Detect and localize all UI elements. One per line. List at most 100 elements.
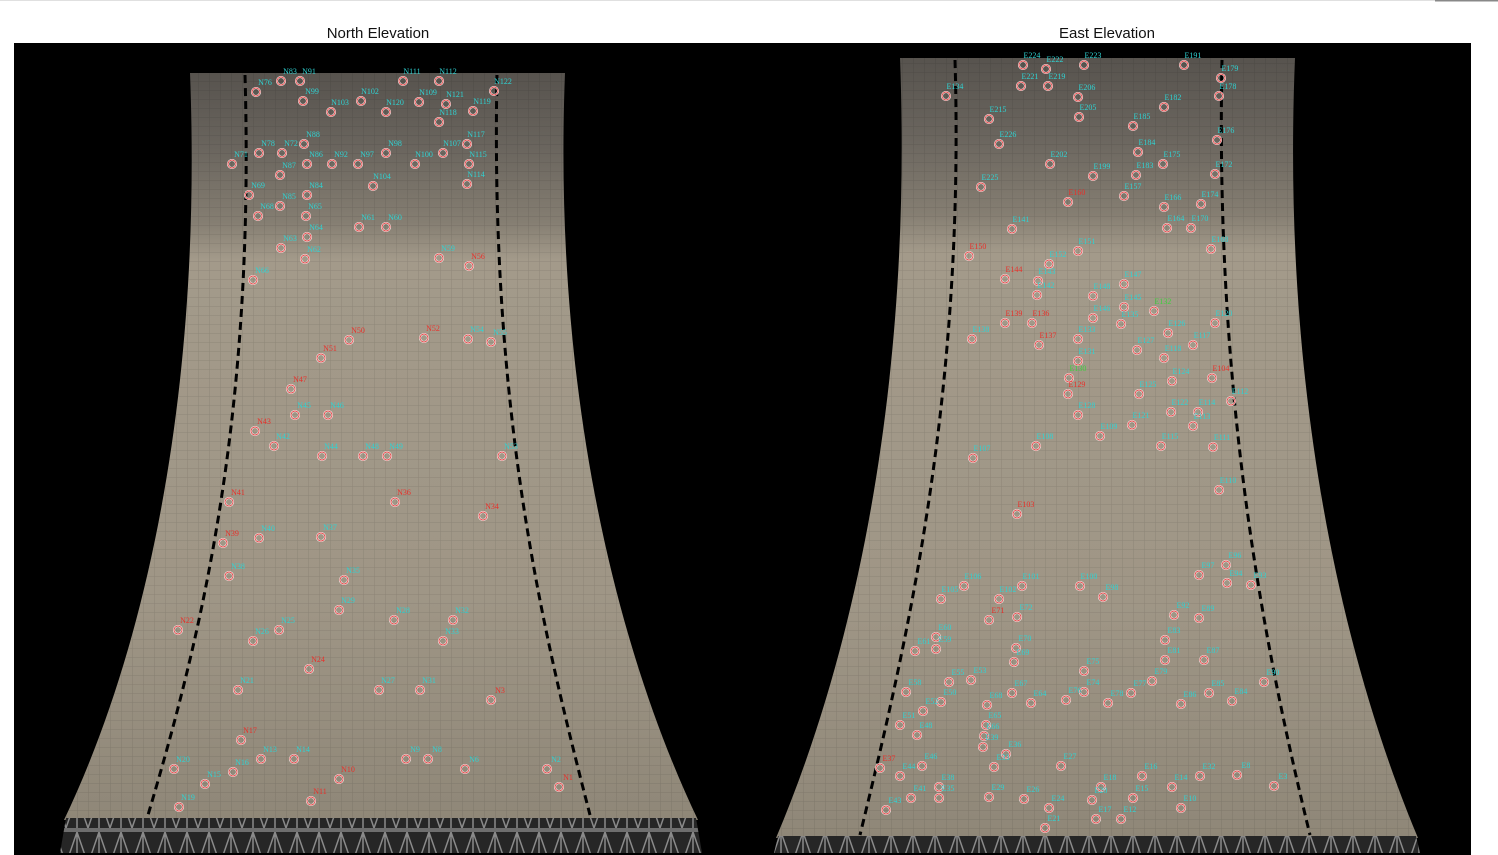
marker: [276, 243, 286, 253]
marker: [1259, 677, 1269, 687]
marker: [1194, 613, 1204, 623]
marker-label: E53: [974, 666, 987, 675]
marker-label: E43: [889, 796, 902, 805]
marker: [554, 782, 564, 792]
marker: [174, 802, 184, 812]
marker-label: N44: [324, 442, 338, 451]
marker: [256, 754, 266, 764]
top-border: [0, 0, 1435, 1]
marker-label: E125: [1140, 380, 1157, 389]
east-tower: [774, 58, 1420, 853]
marker-label: E137: [1040, 331, 1057, 340]
marker: [1073, 246, 1083, 256]
marker-label: N26: [255, 627, 269, 636]
marker: [254, 148, 264, 158]
marker-label: E103: [1018, 500, 1035, 509]
marker: [1204, 688, 1214, 698]
marker-label: N8: [432, 745, 442, 754]
marker-label: N65: [308, 202, 322, 211]
marker: [1103, 698, 1113, 708]
marker: [1269, 781, 1279, 791]
marker: [1079, 666, 1089, 676]
marker: [1137, 771, 1147, 781]
marker-label: E12: [1124, 805, 1137, 814]
marker-label: E145: [1125, 293, 1142, 302]
marker: [398, 76, 408, 86]
marker: [301, 211, 311, 221]
marker: [1040, 823, 1050, 833]
marker-label: E179: [1222, 64, 1239, 73]
marker-label: E93: [1254, 571, 1267, 580]
marker: [984, 114, 994, 124]
marker-label: E94: [1230, 569, 1243, 578]
marker-label: E85: [1212, 679, 1225, 688]
marker: [434, 76, 444, 86]
marker: [317, 451, 327, 461]
marker-label: E223: [1085, 51, 1102, 60]
marker: [299, 139, 309, 149]
marker-label: N13: [263, 745, 277, 754]
marker-label: E133: [1079, 325, 1096, 334]
marker-label: N111: [403, 67, 420, 76]
marker-label: E224: [1024, 51, 1041, 60]
marker: [468, 106, 478, 116]
marker-label: E64: [1034, 689, 1047, 698]
marker: [1194, 570, 1204, 580]
marker: [1000, 274, 1010, 284]
marker-label: E206: [1079, 83, 1096, 92]
marker: [460, 764, 470, 774]
marker-label: E221: [1022, 72, 1039, 81]
marker-label: E17: [1099, 805, 1112, 814]
marker: [1132, 345, 1142, 355]
marker-label: E122: [1172, 398, 1189, 407]
marker-label: N17: [243, 726, 257, 735]
marker-label: E138: [973, 325, 990, 334]
marker-label: N51: [323, 344, 337, 353]
marker: [1073, 92, 1083, 102]
marker: [968, 453, 978, 463]
marker-label: N9: [410, 745, 420, 754]
marker-label: E14: [1175, 773, 1188, 782]
marker-label: N46: [330, 401, 344, 410]
marker-label: E46: [925, 752, 938, 761]
marker: [1214, 91, 1224, 101]
marker-label: E164: [1168, 214, 1185, 223]
marker-label: N20: [176, 755, 190, 764]
marker-label: N24: [311, 655, 325, 664]
marker: [1221, 560, 1231, 570]
marker: [1133, 147, 1143, 157]
marker: [381, 107, 391, 117]
marker: [358, 451, 368, 461]
marker-label: N112: [439, 67, 456, 76]
marker-label: E142: [1038, 281, 1055, 290]
marker: [901, 687, 911, 697]
marker-label: N118: [439, 108, 456, 117]
marker-label: E44: [903, 762, 916, 771]
marker: [1088, 171, 1098, 181]
marker: [881, 805, 891, 815]
marker-label: E24: [1052, 794, 1065, 803]
marker: [1222, 578, 1232, 588]
marker: [1216, 73, 1226, 83]
marker: [1131, 170, 1141, 180]
marker: [354, 222, 364, 232]
marker: [934, 793, 944, 803]
marker: [984, 792, 994, 802]
marker: [353, 159, 363, 169]
marker: [1032, 290, 1042, 300]
marker-label: E8: [1242, 761, 1251, 770]
marker: [1064, 373, 1074, 383]
marker-label: E148: [1094, 282, 1111, 291]
marker-label: E226: [1000, 130, 1017, 139]
marker-label: E90: [1267, 668, 1280, 677]
marker: [224, 497, 234, 507]
marker-label: N42: [276, 432, 290, 441]
marker-label: E124: [1173, 367, 1190, 376]
marker: [419, 333, 429, 343]
marker-label: N35: [346, 566, 360, 575]
marker: [1041, 64, 1051, 74]
marker-label: E202: [1051, 150, 1068, 159]
marker-label: E77: [1134, 679, 1147, 688]
marker: [275, 170, 285, 180]
marker: [434, 253, 444, 263]
